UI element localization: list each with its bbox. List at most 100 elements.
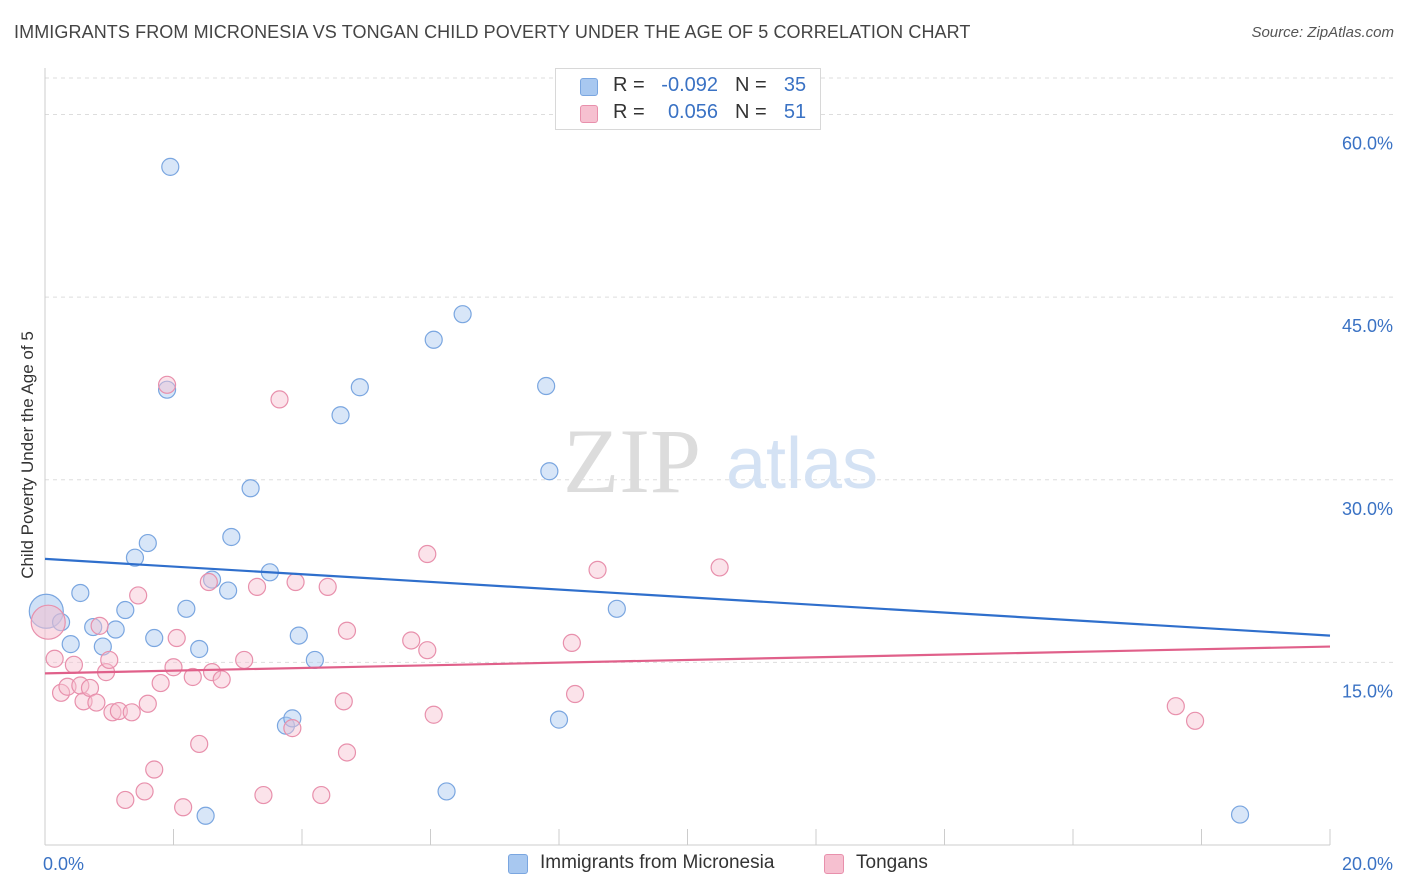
- micronesia-point: [241, 479, 260, 498]
- tongan-point: [424, 705, 443, 724]
- micronesia-point: [196, 806, 215, 825]
- r-value: 0.056: [667, 101, 718, 123]
- tongan-point: [100, 650, 119, 670]
- x-tick-label: 0.0%: [43, 854, 84, 874]
- micronesia-point: [202, 570, 222, 589]
- axes: [44, 68, 1331, 846]
- y-tick-label: 45.0%: [1342, 316, 1393, 336]
- tongan-point: [286, 572, 305, 592]
- tongan-point: [402, 631, 421, 650]
- micronesia-point: [161, 157, 180, 176]
- tongan-point: [418, 641, 437, 660]
- micronesia-point: [1230, 805, 1250, 824]
- tongan-trend-line: [44, 645, 1331, 675]
- tongan-point: [30, 604, 66, 640]
- tongan-point: [283, 719, 302, 738]
- watermark-zip: ZIP: [563, 410, 701, 512]
- bottom-legend-label: Tongans: [856, 852, 928, 873]
- tongan-point: [190, 734, 209, 754]
- source-note: Source: ZipAtlas.com: [1251, 24, 1394, 41]
- micronesia-point: [283, 709, 302, 728]
- tongan-point: [45, 649, 64, 668]
- watermark: ZIP atlas: [563, 410, 878, 512]
- r-value: -0.092: [661, 74, 718, 96]
- tongan-point: [135, 782, 154, 801]
- tongan-point: [565, 684, 585, 704]
- micronesia-point: [125, 548, 145, 567]
- legend-swatch-tongans: [580, 105, 598, 123]
- tongan-point: [312, 785, 331, 805]
- micronesia-point: [424, 330, 443, 349]
- tongan-point: [562, 633, 581, 653]
- micronesia-point: [537, 376, 556, 396]
- micronesia-point: [84, 617, 103, 637]
- micronesia-point: [350, 378, 369, 397]
- y-axis-label: Child Poverty Under the Age of 5: [18, 331, 37, 579]
- micronesia-point: [145, 628, 164, 648]
- n-label: N =: [735, 74, 767, 96]
- tongan-point: [116, 790, 135, 810]
- tongan-point: [157, 375, 177, 394]
- micronesia-point: [305, 650, 324, 670]
- micronesia-point: [219, 581, 238, 600]
- micronesia-point: [549, 710, 569, 729]
- data-points: [28, 157, 1250, 825]
- micronesia-point: [138, 533, 157, 553]
- y-tick-label: 15.0%: [1342, 681, 1393, 701]
- r-label: R =: [613, 74, 645, 96]
- tongan-point: [87, 693, 106, 712]
- tongan-point: [254, 785, 273, 805]
- bottom-legend-swatch-micronesia: [508, 854, 528, 874]
- x-tick-label: 20.0%: [1342, 854, 1393, 874]
- tongan-point: [270, 390, 289, 409]
- tongan-point: [109, 701, 128, 721]
- micronesia-point: [222, 527, 241, 547]
- tongan-point: [235, 650, 254, 670]
- micronesia-point: [61, 635, 80, 654]
- tongan-point: [129, 586, 148, 605]
- tongan-point: [122, 703, 141, 722]
- tongan-point: [247, 577, 267, 596]
- legend-swatch-micronesia: [580, 78, 598, 96]
- y-tick-label: 30.0%: [1342, 499, 1393, 519]
- tongan-point: [212, 670, 231, 689]
- micronesia-point: [437, 782, 456, 801]
- tongan-point: [145, 760, 164, 779]
- tongan-point: [337, 621, 357, 640]
- tongan-point: [202, 663, 222, 682]
- tongan-point: [90, 616, 109, 635]
- tongan-point: [1185, 711, 1205, 730]
- bottom-legend-label: Immigrants from Micronesia: [540, 852, 775, 873]
- tongan-point: [199, 572, 218, 592]
- tongan-point: [138, 694, 157, 713]
- micronesia-point: [190, 639, 209, 659]
- tongan-point: [103, 703, 122, 722]
- tongan-point: [151, 673, 170, 693]
- chart-title: IMMIGRANTS FROM MICRONESIA VS TONGAN CHI…: [14, 22, 971, 42]
- micronesia-point: [116, 600, 135, 620]
- r-label: R =: [613, 101, 645, 123]
- micronesia-point: [331, 406, 350, 425]
- tick-labels: 15.0% 30.0% 45.0% 60.0% 0.0% 20.0%: [43, 134, 1393, 874]
- n-label: N =: [735, 101, 767, 123]
- micronesia-point: [177, 599, 196, 618]
- micronesia-point: [453, 305, 472, 324]
- micronesia-trend-line: [44, 557, 1331, 637]
- tongan-point: [164, 658, 183, 677]
- micronesia-point: [71, 583, 90, 603]
- tongan-point: [418, 544, 437, 564]
- tongan-point: [318, 577, 337, 596]
- tongan-point: [710, 558, 729, 577]
- tongan-point: [64, 655, 84, 674]
- watermark-atlas: atlas: [726, 424, 878, 504]
- tongan-point: [334, 692, 353, 711]
- n-value: 35: [783, 74, 807, 96]
- y-tick-label: 60.0%: [1342, 134, 1393, 154]
- correlation-legend: R = -0.092 N = 35 R = 0.056 N = 51: [555, 68, 821, 130]
- tongan-point: [174, 798, 193, 817]
- trend-lines: [44, 557, 1331, 675]
- n-value: 51: [783, 101, 807, 123]
- tongan-point: [588, 560, 607, 579]
- bottom-legend-swatch-tongans: [824, 854, 844, 874]
